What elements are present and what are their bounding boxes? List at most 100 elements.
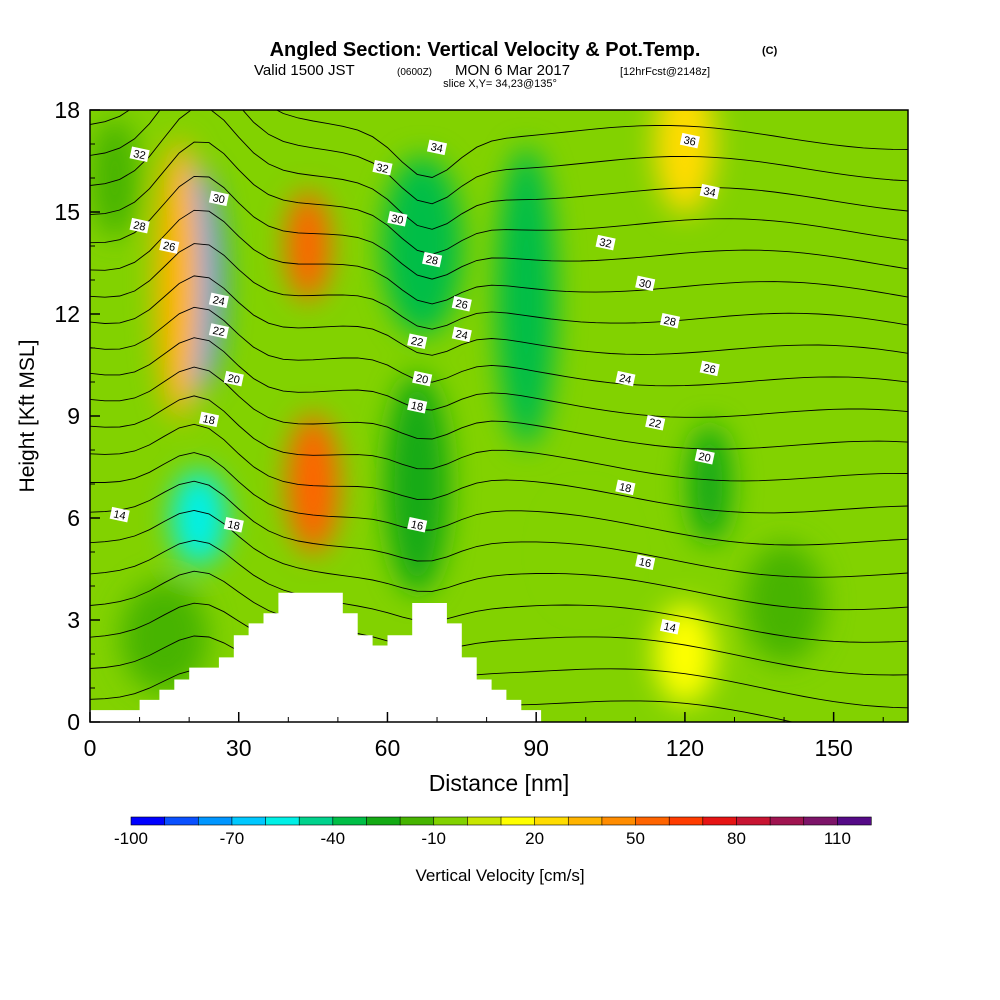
isentrope-label: 28 — [129, 217, 150, 234]
colorbar-swatch — [635, 816, 670, 826]
isentrope-label-text: 20 — [226, 372, 240, 386]
colorbar-swatch — [467, 816, 502, 826]
potential-temperature-contours — [90, 110, 908, 722]
isentrope-label-text: 18 — [618, 481, 632, 495]
y-axis: 0 3 6 9 12 15 18 — [54, 97, 100, 735]
isentrope-label-text: 16 — [410, 519, 424, 533]
isentrope-label: 30 — [208, 190, 229, 207]
x-tick-label: 30 — [226, 735, 252, 761]
colorbar-swatch — [534, 816, 569, 826]
colorbar-tick-label: -40 — [321, 829, 346, 848]
isentrope-label-text: 16 — [638, 556, 652, 570]
isentrope-label: 24 — [208, 292, 229, 309]
y-tick-label: 9 — [67, 403, 80, 429]
isentrope-label: 18 — [223, 517, 244, 533]
isentrope-line — [90, 480, 908, 578]
colorbar-swatch — [366, 816, 401, 826]
colorbar-tick-label: 110 — [824, 829, 851, 848]
colorbar-swatch — [197, 816, 233, 826]
isentrope-line — [90, 602, 908, 709]
colorbar-swatch — [130, 816, 166, 826]
valid-date: MON 6 Mar 2017 — [455, 62, 570, 79]
isentrope-label-text: 14 — [663, 621, 677, 635]
velocity-feature — [155, 140, 204, 420]
isentrope-label-text: 28 — [425, 253, 439, 267]
x-axis-label: Distance [nm] — [429, 770, 570, 796]
velocity-feature — [287, 414, 340, 554]
isentrope-line — [90, 141, 908, 255]
y-tick-label: 15 — [54, 199, 80, 225]
velocity-feature — [385, 374, 450, 594]
isentrope-line — [90, 337, 908, 418]
colorbar-swatch — [803, 816, 838, 826]
velocity-feature — [496, 147, 557, 447]
x-tick-label: 90 — [523, 735, 549, 761]
x-tick-label: 0 — [84, 735, 97, 761]
colorbar-swatch — [668, 816, 704, 826]
isentrope-label-text: 22 — [648, 417, 662, 431]
velocity-feature — [654, 110, 715, 214]
isentrope-label-text: 20 — [415, 372, 429, 386]
isentrope-line — [90, 366, 908, 450]
y-tick-label: 18 — [54, 97, 80, 123]
isentrope-label: 24 — [451, 326, 472, 343]
colorbar-swatch — [231, 816, 267, 826]
isentrope-label: 20 — [223, 370, 244, 387]
isentrope-label: 18 — [615, 479, 636, 496]
chart-title-mark: (C) — [762, 45, 778, 57]
isentrope-label-text: 32 — [132, 148, 146, 162]
isentrope-line — [90, 423, 908, 514]
isentrope-label: 14 — [659, 619, 681, 635]
isentrope-label-text: 22 — [211, 325, 225, 339]
isentrope-line — [90, 275, 908, 356]
colorbar-swatch — [164, 816, 199, 826]
x-axis: 0 30 60 90 120 150 — [84, 712, 884, 761]
isentrope-label-text: 24 — [211, 294, 225, 308]
isentrope-label-text: 32 — [598, 236, 612, 250]
isentrope-line — [90, 452, 908, 546]
colorbar-swatch — [837, 816, 872, 826]
isentrope-label: 18 — [407, 398, 428, 414]
isentrope-line — [90, 243, 908, 330]
terrain — [90, 592, 542, 722]
isentrope-line — [90, 209, 908, 305]
isentrope-line — [90, 570, 908, 676]
plot-area: 32 30 28 26 24 22 20 18 18 14 34 32 30 28 26 24 22 20 18 16… — [89, 109, 909, 723]
isentrope-label-text: 14 — [112, 508, 126, 522]
colorbar-swatch — [736, 816, 771, 826]
velocity-blobs — [90, 110, 825, 704]
colorbar-swatch — [500, 816, 536, 826]
slice-label: slice X,Y= 34,23@135° — [443, 78, 557, 90]
colorbar-tick-label: -100 — [114, 829, 148, 848]
isentrope-label-text: 26 — [454, 298, 468, 312]
colorbar-swatch — [702, 816, 738, 826]
velocity-feature — [654, 604, 715, 704]
isentrope-line — [90, 110, 908, 230]
isentrope-line — [90, 175, 908, 280]
isentrope-line — [90, 539, 908, 643]
velocity-feature — [553, 502, 618, 602]
isentrope-label-text: 30 — [211, 192, 225, 206]
isentrope-label-text: 30 — [638, 277, 652, 291]
isentrope-label-text: 34 — [430, 141, 444, 155]
isentrope-label: 30 — [635, 275, 656, 292]
y-tick-label: 3 — [67, 607, 80, 633]
potential-temperature-labels: 32 30 28 26 24 22 20 18 18 14 34 32 30 28 26 24 22 20 18 16… — [109, 132, 720, 635]
colorbar-swatch — [769, 816, 805, 826]
isentrope-label: 28 — [422, 251, 443, 268]
colorbar: -100 -70 -40 -10 20 50 80 110 — [114, 816, 872, 848]
isentrope-label-text: 22 — [410, 335, 424, 349]
colorbar-swatch — [433, 816, 468, 826]
colorbar-tick-label: 80 — [727, 829, 746, 848]
y-tick-label: 0 — [67, 709, 80, 735]
isentrope-label-text: 18 — [202, 413, 216, 427]
isentrope-label: 22 — [208, 323, 229, 339]
isentrope-label: 16 — [635, 554, 656, 570]
colorbar-swatch — [399, 816, 435, 826]
colorbar-swatch — [332, 816, 368, 826]
velocity-feature — [286, 191, 331, 301]
valid-line: Valid 1500 JST (0600Z) MON 6 Mar 2017 [1… — [254, 62, 710, 79]
isentrope-label: 18 — [198, 411, 220, 428]
isentrope-label: 26 — [451, 296, 472, 312]
